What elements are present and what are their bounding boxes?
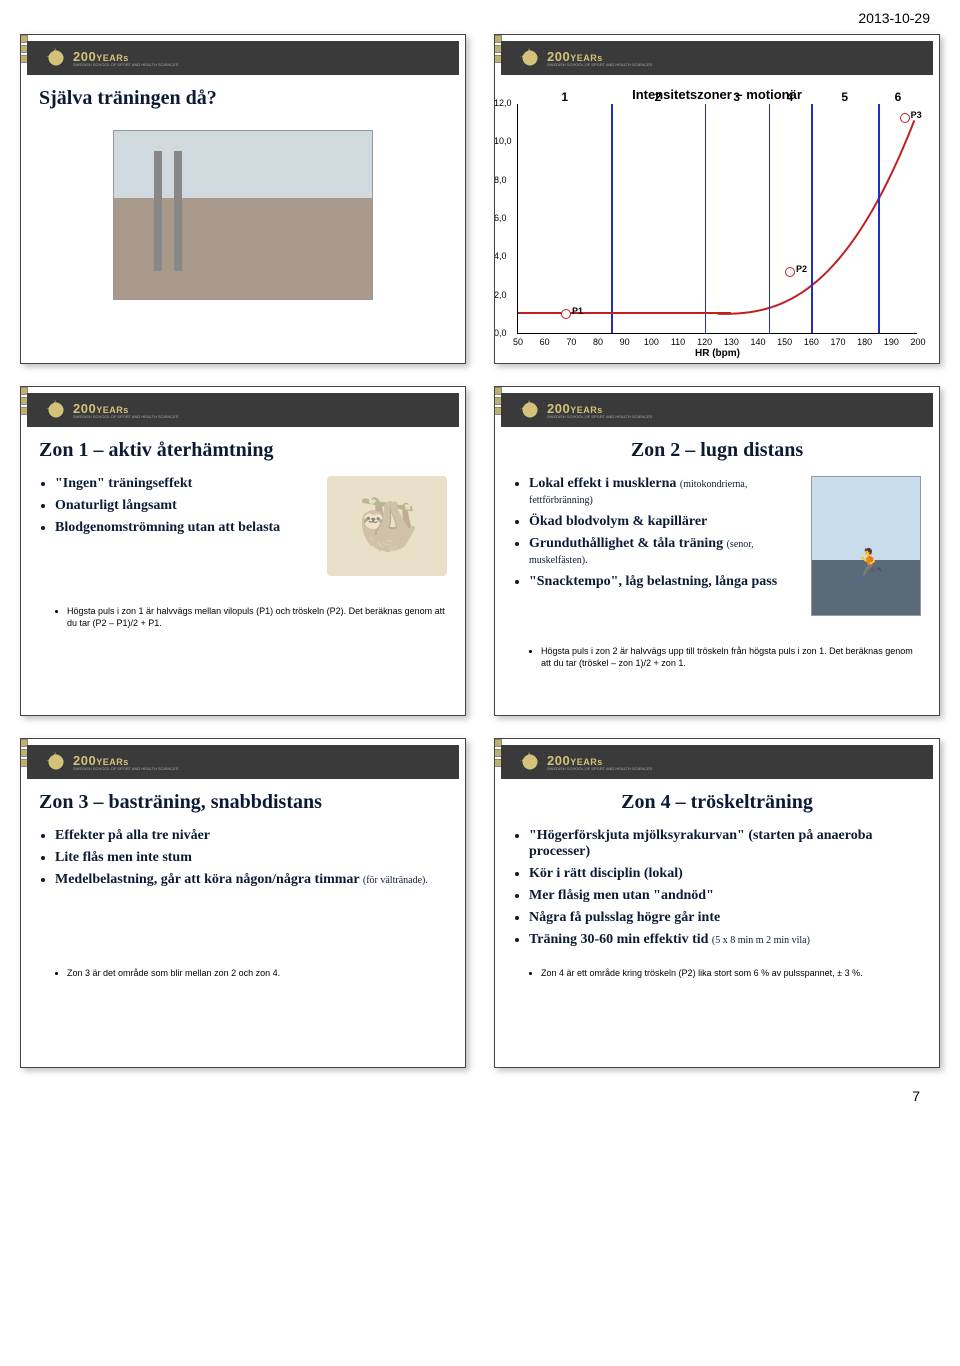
chart-xlabel: HR (bpm) [695, 348, 740, 359]
page-number: 7 [10, 1088, 950, 1104]
slide3-bullets: "Ingen" träningseffekt Onaturligt långsa… [39, 476, 317, 576]
page-date: 2013-10-29 [10, 10, 950, 26]
logo-star-icon [517, 397, 543, 423]
slide5-note: Zon 3 är det område som blir mellan zon … [55, 968, 447, 980]
slide-5: 200YEARsSWEDISH SCHOOL OF SPORT AND HEAL… [20, 738, 466, 1068]
slide-1: 200YEARs SWEDISH SCHOOL OF SPORT AND HEA… [20, 34, 466, 364]
slide-header: 200YEARsSWEDISH SCHOOL OF SPORT AND HEAL… [27, 393, 459, 427]
slide4-bullets: Lokal effekt i musklerna (mitokondrierna… [513, 476, 801, 616]
bullet: "Snacktempo", låg belastning, långa pass [529, 574, 801, 590]
logo: 200YEARs SWEDISH SCHOOL OF SPORT AND HEA… [517, 45, 652, 71]
slide6-title: Zon 4 – tröskelträning [513, 791, 921, 814]
slide4-title: Zon 2 – lugn distans [513, 439, 921, 462]
logo-sub: SWEDISH SCHOOL OF SPORT AND HEALTH SCIEN… [73, 63, 178, 67]
slide4-note: Högsta puls i zon 2 är halvvägs upp till… [529, 646, 921, 669]
slide-4: 200YEARsSWEDISH SCHOOL OF SPORT AND HEAL… [494, 386, 940, 716]
bullet: Medelbelastning, går att köra någon/någr… [55, 872, 447, 888]
chart-title: Intensitetszoner – motionär [505, 87, 929, 102]
slide-header: 200YEARs SWEDISH SCHOOL OF SPORT AND HEA… [27, 41, 459, 75]
slide1-title: Själva träningen då? [39, 87, 447, 110]
slide-grid: 200YEARs SWEDISH SCHOOL OF SPORT AND HEA… [10, 34, 950, 1068]
slide6-note: Zon 4 är ett område kring tröskeln (P2) … [529, 968, 921, 980]
image-baby-rings [113, 130, 373, 300]
bullet: Lite flås men inte stum [55, 850, 447, 866]
slide-6: 200YEARsSWEDISH SCHOOL OF SPORT AND HEAL… [494, 738, 940, 1068]
logo-suffix: YEARs [96, 53, 129, 63]
slide5-title: Zon 3 – basträning, snabbdistans [39, 791, 447, 814]
logo-star-icon [517, 749, 543, 775]
intensity-chart: Lokat mjölksyra (mmol/L) HR (bpm) 0,02,0… [517, 104, 917, 334]
slide5-bullets: Effekter på alla tre nivåer Lite flås me… [39, 828, 447, 888]
slide-header: 200YEARsSWEDISH SCHOOL OF SPORT AND HEAL… [27, 745, 459, 779]
slide-3: 200YEARsSWEDISH SCHOOL OF SPORT AND HEAL… [20, 386, 466, 716]
bullet: Några få pulsslag högre går inte [529, 910, 921, 926]
chart-ylabel: Lokat mjölksyra (mmol/L) [494, 57, 495, 178]
bullet: Lokal effekt i musklerna (mitokondrierna… [529, 476, 801, 508]
logo-star-icon [517, 45, 543, 71]
bullet: Mer flåsig men utan "andnöd" [529, 888, 921, 904]
logo: 200YEARs SWEDISH SCHOOL OF SPORT AND HEA… [43, 45, 178, 71]
bullet: Kör i rätt disciplin (lokal) [529, 866, 921, 882]
bullet: Effekter på alla tre nivåer [55, 828, 447, 844]
logo-star-icon [43, 749, 69, 775]
bullet: "Högerförskjuta mjölksyrakurvan" (starte… [529, 828, 921, 860]
bullet: Blodgenomströmning utan att belasta [55, 520, 317, 536]
slide-2-chart: 200YEARs SWEDISH SCHOOL OF SPORT AND HEA… [494, 34, 940, 364]
bullet: "Ingen" träningseffekt [55, 476, 317, 492]
slide3-note: Högsta puls i zon 1 är halvvägs mellan v… [55, 606, 447, 629]
slide3-title: Zon 1 – aktiv återhämtning [39, 439, 447, 462]
image-sloth [327, 476, 447, 576]
logo-star-icon [43, 397, 69, 423]
slide6-bullets: "Högerförskjuta mjölksyrakurvan" (starte… [513, 828, 921, 948]
slide-header: 200YEARsSWEDISH SCHOOL OF SPORT AND HEAL… [501, 393, 933, 427]
bullet: Grunduthållighet & tåla träning (senor, … [529, 536, 801, 568]
logo-star-icon [43, 45, 69, 71]
image-runner-beach [811, 476, 921, 616]
bullet: Träning 30-60 min effektiv tid (5 x 8 mi… [529, 932, 921, 948]
bullet: Ökad blodvolym & kapillärer [529, 514, 801, 530]
slide-header: 200YEARsSWEDISH SCHOOL OF SPORT AND HEAL… [501, 745, 933, 779]
chart-curve [518, 104, 917, 333]
slide-header: 200YEARs SWEDISH SCHOOL OF SPORT AND HEA… [501, 41, 933, 75]
bullet: Onaturligt långsamt [55, 498, 317, 514]
